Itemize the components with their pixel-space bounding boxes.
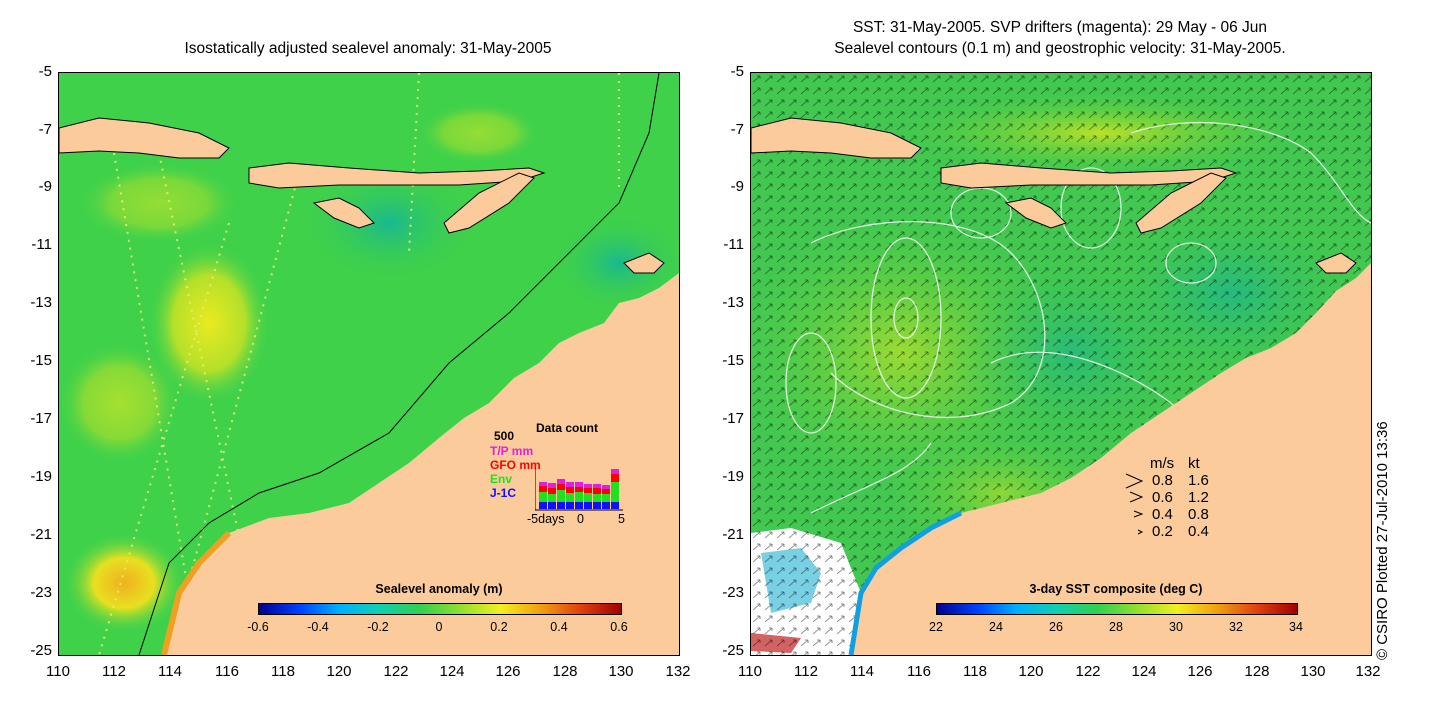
y-tick-label: -25 [30,642,52,659]
y-tick-label: -17 [722,410,744,427]
y-tick-label: -23 [30,584,52,601]
legend-row-ms: 0.2 [1152,523,1173,540]
y-tick-label: -9 [38,178,52,195]
colorbar-gradient [258,603,622,615]
inset-legend-env: Env [490,472,513,486]
colorbar-tick: 28 [1109,620,1123,634]
colorbar-tick: -0.2 [367,620,389,634]
colorbar-tick: 26 [1049,620,1063,634]
inset-x-mid-label: 0 [577,512,584,526]
colorbar-title: Sealevel anomaly (m) [375,582,503,596]
right-map-title-line2: Sealevel contours (0.1 m) and geostrophi… [834,40,1286,57]
colorbar-tick: 0.6 [610,620,628,634]
x-tick-label: 132 [1355,663,1381,680]
colorbar-tick: 0.4 [550,620,568,634]
legend-arrow-icons [1125,473,1144,535]
inset-legend-j1c: J-1C [490,486,517,500]
x-tick-label: 114 [158,663,182,680]
x-tick-label: 116 [215,663,239,680]
sealevel-anomaly-map [59,73,679,655]
y-tick-label: -15 [30,352,52,369]
colorbar-tick: -0.6 [247,620,269,634]
right-map-title-line1: SST: 31-May-2005. SVP drifters (magenta)… [852,19,1268,36]
x-tick-label: 120 [1018,663,1044,680]
y-tick-label: -23 [722,584,744,601]
y-tick-label: -11 [723,236,744,253]
colorbar-tick: 24 [989,620,1003,634]
legend-header-kt: kt [1188,455,1200,472]
legend-row-ms: 0.6 [1152,489,1173,506]
y-tick-label: -19 [722,468,744,485]
legend-row-kt: 0.4 [1188,523,1209,540]
x-tick-label: 120 [326,663,352,680]
y-tick-label: -7 [730,121,744,138]
colorbar-tick: 30 [1169,620,1183,634]
inset-legend-tp: T/P mm [490,444,534,458]
right-map-plot [750,72,1372,656]
colorbar-tick: 32 [1229,620,1243,634]
y-tick-label: -13 [30,294,52,311]
x-tick-label: 122 [383,663,409,680]
x-tick-label: 124 [1131,663,1157,680]
left-map-plot [58,72,680,656]
y-tick-label: -11 [31,236,52,253]
colorbar-tick: 34 [1289,620,1303,634]
legend-row-ms: 0.8 [1152,472,1173,489]
x-tick-label: 110 [46,663,70,680]
y-tick-label: -15 [722,352,744,369]
x-tick-label: 126 [1187,663,1213,680]
inset-title: Data count [536,421,599,435]
legend-row-ms: 0.4 [1152,506,1173,523]
credit-text: © CSIRO Plotted 27-Jul-2010 13:36 [1374,421,1391,660]
x-tick-label: 118 [963,663,987,680]
colorbar-tick: -0.4 [307,620,329,634]
x-tick-label: 128 [552,663,578,680]
y-tick-label: -25 [722,642,744,659]
x-tick-label: 122 [1075,663,1101,680]
colorbar-tick: 0.2 [490,620,508,634]
y-tick-label: -7 [38,121,52,138]
x-tick-label: 112 [794,663,818,680]
inset-legend-gfo: GFO mm [490,458,541,472]
colorbar-tick: 0 [435,620,443,634]
y-tick-label: -5 [38,63,52,80]
x-tick-label: 118 [271,663,295,680]
x-tick-label: 132 [665,663,691,680]
colorbar-gradient [936,603,1298,615]
inset-bar-chart [535,468,623,511]
left-map-title: Isostatically adjusted sealevel anomaly:… [184,40,552,57]
legend-row-kt: 1.2 [1188,489,1209,506]
y-tick-label: -21 [30,526,52,543]
x-tick-label: 110 [738,663,762,680]
y-tick-label: -17 [30,410,52,427]
sst-map [751,73,1371,655]
x-tick-label: 116 [907,663,931,680]
legend-row-kt: 1.6 [1188,472,1209,489]
colorbar-title: 3-day SST composite (deg C) [1029,582,1203,596]
y-tick-label: -21 [722,526,744,543]
legend-row-kt: 0.8 [1188,506,1209,523]
x-tick-label: 130 [1300,663,1326,680]
y-tick-label: -9 [730,178,744,195]
y-tick-label: -5 [730,63,744,80]
colorbar-tick: 22 [929,620,943,634]
x-tick-label: 128 [1244,663,1270,680]
x-tick-label: 112 [102,663,126,680]
y-tick-label: -13 [722,294,744,311]
x-tick-label: 130 [608,663,634,680]
legend-header-ms: m/s [1150,455,1175,472]
x-tick-label: 126 [495,663,521,680]
inset-x-left-label: -5days [527,512,565,526]
x-tick-label: 114 [850,663,874,680]
inset-max-label: 500 [494,429,515,443]
x-tick-label: 124 [439,663,465,680]
inset-x-right-label: 5 [618,512,625,526]
y-tick-label: -19 [30,468,52,485]
